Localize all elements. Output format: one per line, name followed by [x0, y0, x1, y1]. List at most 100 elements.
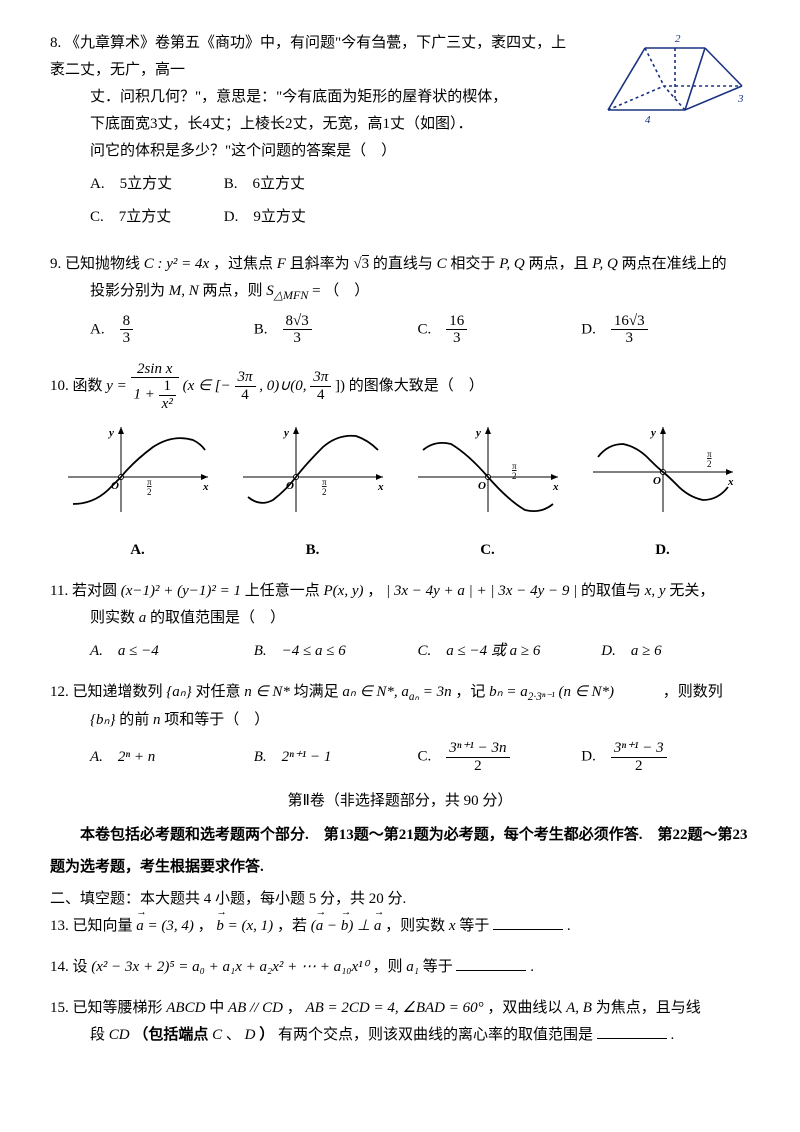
q9-eq2: F [277, 256, 286, 272]
q10-lbl-c: C. [478, 537, 498, 564]
q12-t2: 对任意 [196, 684, 241, 700]
q9-opt-a: A. 83 [90, 313, 250, 347]
q11-t4: 的取值与 [581, 583, 641, 599]
q10-lbl-d: D. [653, 537, 673, 564]
q10-dfrac2: 3π4 [310, 369, 331, 403]
q15-blank [597, 1038, 667, 1039]
q15-period: . [671, 1027, 675, 1043]
q15-t3: ，双曲线以 [487, 1000, 562, 1016]
q9-eq6: P, Q [592, 256, 618, 272]
q12-eq3: aₙ ∈ N*, aaₙ = 3n [342, 684, 451, 700]
q11-t3: ， [367, 583, 382, 599]
q12-l2-eq: {bₙ} [90, 712, 115, 728]
q15-c: ， [287, 1000, 302, 1016]
q9-l2-S: S△MFN [266, 283, 308, 299]
q15-t4: 为焦点，且与线 [596, 1000, 701, 1016]
q11-t5: 无关， [669, 583, 714, 599]
q15-l2-b: （包括端点 [133, 1027, 208, 1043]
q13-vec-b: b [216, 913, 224, 940]
svg-text:y: y [474, 427, 481, 439]
q12-t5: ，则数列 [618, 684, 723, 700]
svg-text:O: O [653, 475, 661, 487]
q13-num: 13. [50, 918, 69, 934]
q11-l2-pre: 则实数 [90, 610, 135, 626]
svg-text:π2: π2 [707, 449, 712, 469]
q9-opt-b: B. 8√33 [254, 313, 414, 347]
q15-eq3: AB = 2CD = 4, ∠BAD = 60° [305, 1000, 483, 1016]
q13-vec-a: a [136, 913, 144, 940]
q9-t3: 且斜率为 [290, 256, 350, 272]
q15-eq1: ABCD [166, 1000, 205, 1016]
svg-text:π2: π2 [322, 477, 327, 497]
q13-vc: a [374, 913, 382, 940]
q11-opt-a: A. a ≤ −4 [90, 638, 250, 665]
q9-t2: ，过焦点 [213, 256, 273, 272]
q12-l2-n: n [153, 712, 161, 728]
q13-blank [493, 929, 563, 930]
q9-t7: 两点在准线上的 [622, 256, 727, 272]
q15-t1: 已知等腰梯形 [73, 1000, 163, 1016]
q11-eq4: x, y [645, 583, 666, 599]
q12-opt-b: B. 2ⁿ⁺¹ − 1 [254, 744, 414, 771]
q10-graphs: x y O π2 x y O π2 [50, 422, 750, 527]
q13-va: a [316, 913, 324, 940]
q15-l2-close: ） [259, 1027, 274, 1043]
question-15: 15. 已知等腰梯形 ABCD 中 AB // CD ， AB = 2CD = … [50, 995, 750, 1049]
svg-text:x: x [202, 481, 209, 493]
q13-v1: = (3, 4) [144, 918, 194, 934]
q11-num: 11. [50, 583, 68, 599]
q13-period: . [567, 918, 571, 934]
question-8: 2 3 4 8. 《九章算术》卷第五《商功》中，有问题"今有刍甍，下广三丈，袤四… [50, 30, 750, 237]
q15-l2-sep: 、 [226, 1027, 241, 1043]
q10-graph-d: x y O π2 [588, 422, 738, 527]
svg-text:4: 4 [645, 114, 651, 125]
q10-lbl-b: B. [303, 537, 323, 564]
q9-line2: 投影分别为 M, N 两点，则 S△MFN = （ ） [90, 278, 750, 307]
q12-t1: 已知递增数列 [73, 684, 163, 700]
q15-l2-end: 有两个交点，则该双曲线的离心率的取值范围是 [278, 1027, 593, 1043]
q11-l2-eq: a [139, 610, 147, 626]
q10-dfrac1: 3π4 [235, 369, 256, 403]
q15-l2-d: D [245, 1027, 256, 1043]
q9-eq4: C [437, 256, 447, 272]
q11-l2: 则实数 a 的取值范围是（ ） [90, 605, 750, 632]
q13-v2: = (x, 1) [224, 918, 273, 934]
q10-opt-labels: A. B. C. D. [50, 537, 750, 564]
q10-graph-c: x y O π2 [413, 422, 563, 527]
q14-t2: ，则 [372, 959, 402, 975]
svg-text:π2: π2 [147, 477, 152, 497]
q14-eq1: (x² − 3x + 2)⁵ = a₀ + a₁x + a₂x² + ⋯ + a… [91, 959, 368, 975]
q12-eq1: {aₙ} [166, 684, 191, 700]
q12-t3: 均满足 [294, 684, 339, 700]
q12-l2: {bₙ} 的前 n 项和等于（ ） [90, 707, 750, 734]
q11-opt-d: D. a ≥ 6 [601, 638, 691, 665]
q15-eq2: AB // CD [228, 1000, 283, 1016]
q9-l2-mid: 两点，则 [203, 283, 263, 299]
q11-eq3: | 3x − 4y + a | + | 3x − 4y − 9 | [386, 583, 577, 599]
q12-l2-t: 的前 [119, 712, 149, 728]
q15-l2-cd: CD [109, 1027, 130, 1043]
q11-l2-end: 的取值范围是（ ） [150, 610, 285, 626]
q8-opt-d: D. 9立方丈 [224, 204, 354, 231]
q13-t2: ，若 [277, 918, 307, 934]
q8-figure: 2 3 4 [590, 30, 750, 135]
svg-text:x: x [377, 481, 384, 493]
q9-options: A. 83 B. 8√33 C. 163 D. 16√33 [90, 313, 750, 347]
q10-num: 10. [50, 378, 69, 394]
q11-eq1: (x−1)² + (y−1)² = 1 [121, 583, 241, 599]
q9-t1: 已知抛物线 [65, 256, 140, 272]
q10-dom3: ]) 的图像大致是（ ） [335, 378, 484, 394]
q9-eq1: C : y² = 4x [144, 256, 209, 272]
q8-opt-a: A. 5立方丈 [90, 171, 220, 198]
q11-opt-c: C. a ≤ −4 或 a ≥ 6 [418, 638, 598, 665]
q9-num: 9. [50, 256, 61, 272]
q8-options-row2: C. 7立方丈 D. 9立方丈 [90, 204, 750, 231]
q12-opt-c: C. 3ⁿ⁺¹ − 3n2 [418, 740, 578, 774]
section2-text2: 题为选考题，考生根据要求作答. [50, 855, 750, 881]
question-10: 10. 函数 y = 2sin x 1 + 1x² (x ∈ [− 3π4 , … [50, 361, 750, 565]
q14-t3: 等于 [423, 959, 453, 975]
q9-l2-eq: M, N [169, 283, 199, 299]
q8-num: 8. [50, 35, 61, 51]
q9-sqrt: √3 [353, 251, 369, 278]
question-12: 12. 已知递增数列 {aₙ} 对任意 n ∈ N* 均满足 aₙ ∈ N*, … [50, 679, 750, 774]
